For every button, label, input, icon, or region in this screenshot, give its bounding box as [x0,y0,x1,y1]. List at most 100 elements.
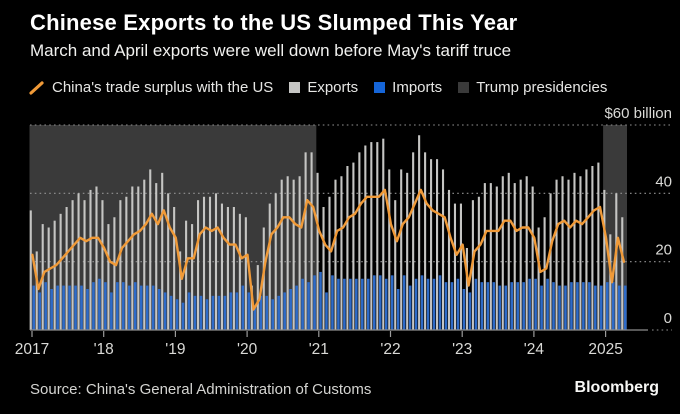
imports-bar [301,278,304,330]
imports-bar [92,282,95,330]
exports-bar [513,183,516,330]
imports-bar [588,282,591,330]
bloomberg-logo: Bloomberg [574,379,659,396]
imports-bar [438,275,442,330]
imports-bar [361,278,364,330]
chart-canvas: $60 billion 40 20 0 2017 '18 '19 '20 '21 '22 '23 '2… [15,105,672,358]
legend-label-imports: Imports [392,79,443,96]
imports-bar [528,278,531,330]
imports-bar [313,275,316,330]
imports-bar [32,285,35,330]
legend-label-surplus: China's trade surplus with the US [52,79,274,96]
exports-bar [161,172,164,330]
imports-bar [384,278,388,330]
exports-bar [609,234,612,330]
exports-bar [603,189,606,330]
imports-bar [510,282,513,330]
exports-bar [585,169,588,330]
imports-bar [128,285,131,330]
imports-bar [163,292,167,330]
imports-bar [486,282,490,330]
exports-bar [65,207,68,330]
exports-bar [358,152,361,330]
exports-bar [459,203,462,330]
exports-bar [185,220,188,330]
imports-bar [145,285,149,330]
imports-bar [283,292,286,330]
imports-bar [307,282,310,330]
exports-bar [310,152,313,330]
exports-bar [53,220,56,330]
imports-bar [247,292,251,330]
exports-bar [286,176,289,330]
exports-bar [137,186,140,330]
imports-bar [522,282,525,330]
exports-swatch-icon [289,82,301,93]
exports-bar [621,217,624,330]
imports-bar [295,285,298,330]
exports-bar [400,169,403,330]
imports-bar [211,295,215,330]
y-axis-tick-label: 20 [655,242,672,259]
exports-bar [519,179,522,330]
exports-bar [220,203,223,330]
exports-bar [101,200,104,330]
imports-bar [86,289,89,330]
imports-bar [253,306,257,330]
exports-bar [507,172,510,330]
exports-bar [334,179,337,330]
chart-subtitle: March and April exports were well down b… [30,41,512,60]
exports-bar [244,217,247,330]
imports-bar [122,282,125,330]
imports-bar [157,289,161,330]
exports-bar [579,176,582,330]
exports-bar [304,152,307,330]
imports-bar [110,292,113,330]
imports-bar [534,278,537,330]
imports-bar [325,292,328,330]
imports-bar [56,285,59,330]
imports-bar [181,302,185,330]
imports-bar [187,292,191,330]
imports-bar [456,278,460,330]
exports-bar [370,142,373,330]
imports-bar [378,275,382,330]
exports-bar [537,227,540,330]
exports-bar [238,213,241,330]
exports-bar [256,265,259,330]
imports-bar [319,271,322,330]
legend-label-exports: Exports [307,79,359,96]
exports-bar [131,186,134,330]
exports-bar [29,210,32,330]
exports-bar [364,145,367,330]
imports-bar [193,295,197,330]
source-note: Source: China's General Administration o… [30,381,372,398]
exports-bar [316,172,319,330]
exports-bar [191,224,194,330]
y-axis-tick-label: 0 [664,310,672,327]
exports-bar [179,251,182,330]
exports-bar [436,159,439,330]
exports-bar [465,248,468,330]
exports-bar [173,207,176,330]
imports-bar [116,282,119,330]
x-axis-tick-label: '20 [237,341,258,358]
exports-bar [489,183,492,330]
x-axis-tick-label: '23 [452,341,472,358]
exports-bar [59,213,62,330]
imports-bar [516,282,519,330]
imports-bar [414,278,418,330]
exports-bar [298,176,301,330]
exports-bar [495,186,498,330]
imports-bar [582,282,585,330]
imports-bar [289,289,292,330]
imports-bar [259,295,263,330]
exports-bar [208,196,212,330]
exports-bar [89,189,92,330]
imports-bar [98,278,101,330]
exports-bar [376,142,379,330]
exports-bar [412,152,415,330]
imports-bar [241,285,245,330]
imports-bar [504,285,508,330]
exports-bar [71,200,74,330]
